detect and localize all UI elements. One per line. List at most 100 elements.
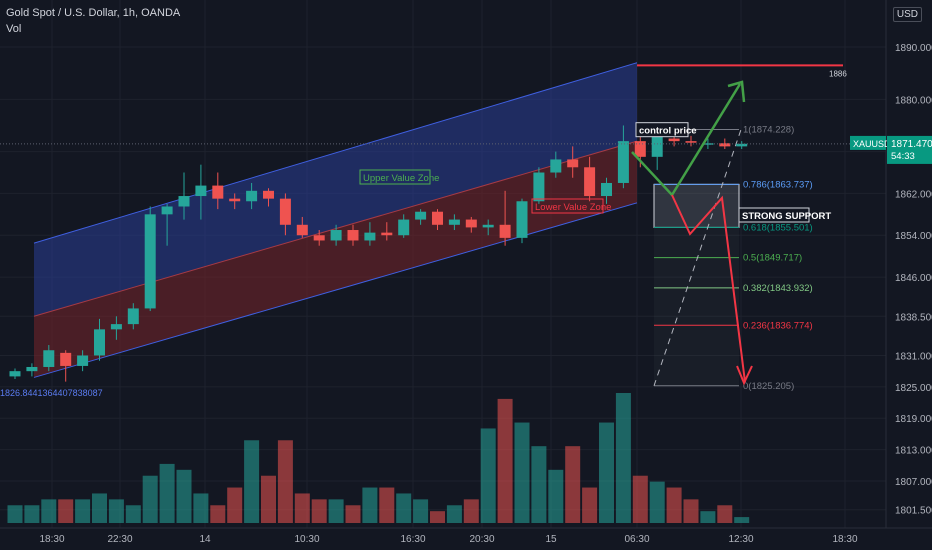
volume-bar-2 (41, 499, 57, 523)
candle-30 (516, 198, 528, 244)
volume-bar-10 (176, 469, 192, 523)
bullish-arrowhead (727, 80, 746, 103)
last-price-value: 1871.470 (891, 139, 932, 150)
candle-32 (550, 151, 562, 178)
candle-34 (584, 156, 596, 202)
candle-27 (465, 216, 477, 233)
volume-bar-35 (599, 422, 614, 523)
price-axis[interactable] (886, 0, 932, 550)
control-price-label: control price (639, 126, 697, 137)
volume-bar-38 (649, 481, 665, 523)
volume-bar-30 (514, 422, 530, 523)
volume-bar-23 (396, 493, 412, 523)
price-tick-label-7: 1846.000 (895, 273, 932, 284)
channel-start-label: 1826.8441364407838087 (0, 388, 103, 398)
time-tick-label-9: 18:30 (832, 534, 857, 545)
price-tick-label-4: 1825.000 (895, 383, 932, 394)
price-tick-label-1: 1807.000 (895, 477, 932, 488)
volume-bar-3 (58, 499, 74, 523)
volume-bar-9 (159, 463, 175, 523)
drawings: 1886 control price Upper Value Zone Lower V… (0, 64, 886, 386)
volume-bar-12 (210, 505, 226, 523)
channel-mid-line (33, 140, 638, 317)
time-tick-label-2: 14 (199, 534, 211, 545)
candle-36 (617, 125, 629, 189)
candle-24 (415, 209, 427, 225)
volume-bar-21 (362, 487, 378, 523)
candle-0 (9, 368, 21, 380)
currency-button[interactable]: USD (892, 7, 922, 22)
strong-support-label-box (738, 207, 810, 223)
candle-29 (499, 190, 511, 246)
last-price-tag (887, 135, 932, 164)
fib-level-label-4: 0.382(1843.932) (743, 283, 813, 294)
volume-bar-20 (345, 505, 361, 523)
candle-11 (195, 164, 207, 220)
regression-channel: 1826.8441364407838087 (0, 62, 638, 398)
volume-bar-25 (430, 511, 445, 523)
price-tick-label-9: 1862.000 (895, 189, 932, 200)
volume-bar-17 (294, 493, 310, 523)
candle-42 (719, 138, 731, 149)
candle-10 (178, 172, 190, 220)
time-tick-label-8: 12:30 (728, 534, 753, 545)
candle-12 (212, 172, 224, 210)
target-value-label: 1886 (829, 69, 847, 78)
fib-level-label-1: 0.786(1863.737) (743, 179, 813, 190)
price-tick-label-0: 1801.500 (895, 506, 932, 517)
fibonacci-retracement: 1(1874.228) 0.786(1863.737) 0.618(1855.501… (653, 125, 813, 392)
time-tick-label-0: 18:30 (39, 534, 64, 545)
time-tick-label-4: 16:30 (400, 534, 425, 545)
candle-8 (144, 206, 156, 312)
fib-trend-line (653, 129, 742, 386)
candle-6 (110, 316, 122, 340)
candle-15 (263, 188, 274, 207)
volume-bar-13 (227, 487, 243, 523)
candle-40 (685, 135, 697, 147)
volume-bar-37 (632, 475, 648, 523)
volume-bar-43 (734, 517, 750, 523)
fib-level-label-5: 0.236(1836.774) (743, 320, 813, 331)
time-tick-label-5: 20:30 (469, 534, 494, 545)
time-tick-label-6: 15 (545, 534, 557, 545)
volume-bar-31 (531, 446, 547, 523)
volume-bar-4 (75, 499, 91, 523)
volume-bar-34 (582, 487, 598, 523)
price-tick-label-6: 1838.500 (895, 312, 932, 323)
volume-bar-7 (125, 505, 141, 523)
volume-bar-15 (261, 475, 276, 523)
candle-23 (398, 214, 410, 238)
time-tick-label-3: 10:30 (294, 534, 319, 545)
volume-bar-0 (7, 505, 23, 523)
candle-5 (94, 318, 105, 361)
volume-bar-39 (666, 487, 682, 523)
price-tick-label-3: 1819.000 (895, 414, 932, 425)
price-tick-label-11: 1880.000 (895, 95, 932, 106)
volume-bar-40 (683, 499, 699, 523)
candle-7 (127, 303, 139, 330)
price-tick-label-8: 1854.000 (895, 231, 932, 242)
volume-bar-6 (108, 499, 124, 523)
chart-title: Gold Spot / U.S. Dollar, 1h, OANDA (6, 7, 181, 19)
time-tick-label-1: 22:30 (107, 534, 132, 545)
volume-bar-33 (565, 446, 581, 523)
candle-17 (296, 216, 308, 238)
volume-bar-41 (700, 511, 716, 523)
countdown-timer: 54:33 (891, 151, 915, 162)
volume-bar-19 (328, 499, 344, 523)
lower-zone-label: Lower Value Zone (535, 202, 611, 213)
volume-bar-5 (92, 493, 107, 523)
volume-legend: Vol (6, 23, 22, 35)
volume-bar-32 (548, 469, 564, 523)
candle-41 (702, 138, 714, 149)
candle-25 (432, 209, 443, 231)
volume-bar-8 (142, 475, 158, 523)
candle-9 (161, 203, 173, 246)
volume-bar-1 (24, 505, 40, 523)
upper-zone-label: Upper Value Zone (363, 173, 439, 184)
candle-4 (77, 350, 89, 372)
time-axis[interactable] (0, 528, 886, 550)
candle-22 (381, 222, 393, 241)
